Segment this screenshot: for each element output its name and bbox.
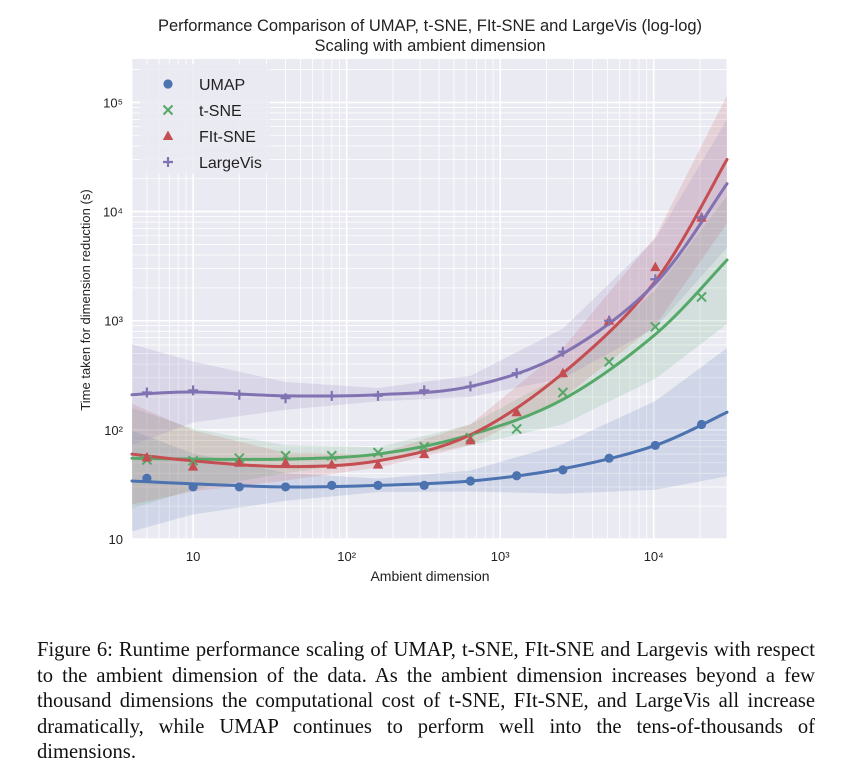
confidence-band [132,119,727,446]
y-tick-label: 10² [104,423,123,438]
data-point-plus [465,381,476,392]
data-point-plus [511,368,522,379]
data-point-circle [234,482,244,492]
data-point-x [372,447,384,458]
legend: UMAP t-SNE FIt-SNE LargeVis [140,64,270,174]
data-point-plus [372,390,383,401]
data-point-plus [188,385,199,396]
y-tick-label: 10 [109,532,123,547]
data-point-triangle [234,457,245,467]
data-point-triangle [280,457,291,467]
legend-label: t-SNE [199,103,242,120]
data-point-triangle [511,406,522,417]
data-point-plus [419,385,430,396]
data-point-x [511,423,522,435]
data-point-triangle [187,461,199,471]
data-point-circle [327,480,337,490]
legend-label: UMAP [199,77,245,94]
data-point-circle [465,476,476,486]
figure-caption: Figure 6: Runtime performance scaling of… [37,639,815,763]
data-point-plus [557,346,568,357]
chart-title: Performance Comparison of UMAP, t-SNE, F… [158,17,702,35]
legend-box [140,64,270,174]
legend-marker-triangle [162,130,174,140]
legend-label: FIt-SNE [199,129,256,146]
chart-subtitle: Scaling with ambient dimension [314,37,545,55]
data-point-plus [650,274,661,285]
y-axis: 10 10² 10³ 10⁴ 10⁵ [103,95,124,547]
data-point-circle [188,482,198,492]
data-point-circle [373,480,383,490]
data-point-plus [234,389,245,400]
data-point-circle [604,453,614,463]
data-point-triangle [141,451,153,462]
data-point-triangle [557,367,569,378]
legend-marker-circle [163,79,173,89]
performance-chart: Performance Comparison of UMAP, t-SNE, F… [78,17,729,584]
data-point-triangle [465,434,476,445]
data-points [141,212,707,492]
y-axis-label: Time taken for dimension reduction (s) [78,189,93,410]
data-point-circle [650,440,660,451]
data-point-circle [419,480,429,490]
regression-line [130,258,729,461]
y-tick-label: 10⁵ [103,95,123,110]
data-point-circle [558,465,568,475]
data-point-circle [142,473,152,483]
data-point-plus [696,212,707,223]
x-axis-label: Ambient dimension [370,568,489,584]
data-point-x [696,291,707,303]
data-point-x [603,356,615,368]
data-point-x [280,450,291,461]
data-point-triangle [372,459,384,469]
x-tick-label: 10³ [491,549,510,564]
x-tick-label: 10² [337,549,356,564]
data-point-x [187,455,199,467]
x-axis: 10 10² 10³ 10⁴ [186,549,664,564]
data-point-triangle [326,459,337,469]
regression-line [130,410,729,489]
data-point-x [326,450,337,461]
data-point-circle [512,471,522,481]
data-point-triangle [419,448,430,459]
data-point-plus [280,393,291,404]
data-point-circle [696,419,707,430]
legend-marker-plus [163,157,173,167]
x-tick-label: 10 [186,549,200,564]
data-point-circle [280,482,291,492]
y-tick-label: 10⁴ [103,205,123,220]
data-point-triangle [650,261,661,272]
data-point-x [557,387,569,398]
data-point-plus [604,315,615,326]
y-tick-label: 10³ [104,314,123,329]
x-tick-label: 10⁴ [644,549,664,564]
data-point-x [419,441,430,452]
data-point-plus [141,387,152,398]
data-point-plus [326,390,337,401]
legend-label: LargeVis [199,155,262,172]
data-point-x [650,321,661,332]
legend-marker-x [162,104,174,116]
